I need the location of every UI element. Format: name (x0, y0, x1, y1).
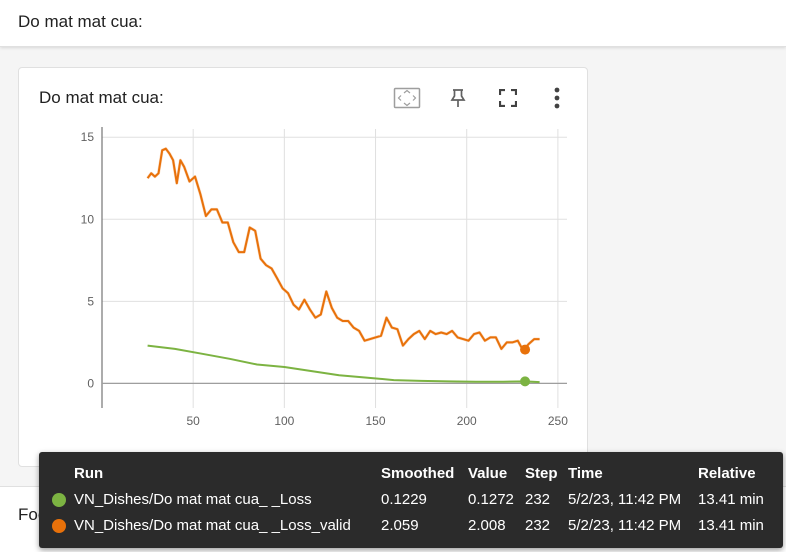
row-smoothed: 2.059 (381, 517, 419, 534)
fullscreen-icon (499, 89, 517, 107)
y-tick-label: 15 (81, 130, 95, 144)
x-tick-label: 200 (457, 414, 477, 428)
row-relative: 13.41 min (698, 517, 764, 534)
y-tick-label: 10 (81, 212, 95, 226)
header-smoothed: Smoothed (381, 465, 455, 482)
fullscreen-button[interactable] (493, 85, 523, 111)
header-run: Run (74, 465, 104, 482)
tooltip-header: Run Smoothed Value Step Time Relative (39, 463, 783, 487)
row-smoothed: 0.1229 (381, 491, 427, 508)
chart-card: Do mat mat cua: 50 100 150 200 250 0 5 10 15 (18, 67, 588, 467)
series-line (147, 344, 540, 384)
y-tick-label: 5 (87, 294, 94, 308)
row-value: 0.1272 (468, 491, 514, 508)
row-step: 232 (525, 491, 551, 508)
series-color-dot (52, 493, 66, 507)
pin-button[interactable] (443, 85, 473, 111)
tooltip-row: VN_Dishes/Do mat mat cua_ _Loss_valid 2.… (39, 515, 783, 539)
section-title: Do mat mat cua: (18, 12, 143, 31)
y-tick-label: 0 (87, 376, 94, 390)
header-time: Time (568, 465, 603, 482)
header-relative: Relative (698, 465, 756, 482)
highlight-point (520, 376, 531, 387)
x-tick-label: 50 (186, 414, 200, 428)
series-color-dot (52, 519, 66, 533)
section-header[interactable]: Do mat mat cua: (0, 0, 786, 47)
fit-domain-button[interactable] (392, 85, 422, 111)
loss-chart[interactable]: 50 100 150 200 250 0 5 10 15 (19, 68, 587, 466)
row-relative: 13.41 min (698, 491, 764, 508)
tooltip-row: VN_Dishes/Do mat mat cua_ _Loss 0.1229 0… (39, 489, 783, 513)
x-tick-label: 150 (366, 414, 386, 428)
fit-domain-icon (393, 87, 421, 109)
more-vert-icon (554, 87, 560, 109)
row-time: 5/2/23, 11:42 PM (568, 517, 682, 534)
series-line (146, 147, 540, 352)
highlight-point (520, 344, 531, 355)
card-title: Do mat mat cua: (39, 88, 164, 107)
row-run: VN_Dishes/Do mat mat cua_ _Loss (74, 491, 312, 508)
x-tick-label: 250 (548, 414, 568, 428)
header-step: Step (525, 465, 558, 482)
chart-tooltip: Run Smoothed Value Step Time Relative VN… (39, 452, 783, 548)
pin-icon (450, 89, 466, 107)
row-step: 232 (525, 517, 551, 534)
row-value: 2.008 (468, 517, 506, 534)
more-options-button[interactable] (542, 85, 572, 111)
row-time: 5/2/23, 11:42 PM (568, 491, 682, 508)
x-tick-label: 100 (274, 414, 294, 428)
header-value: Value (468, 465, 508, 482)
row-run: VN_Dishes/Do mat mat cua_ _Loss_valid (74, 517, 351, 534)
